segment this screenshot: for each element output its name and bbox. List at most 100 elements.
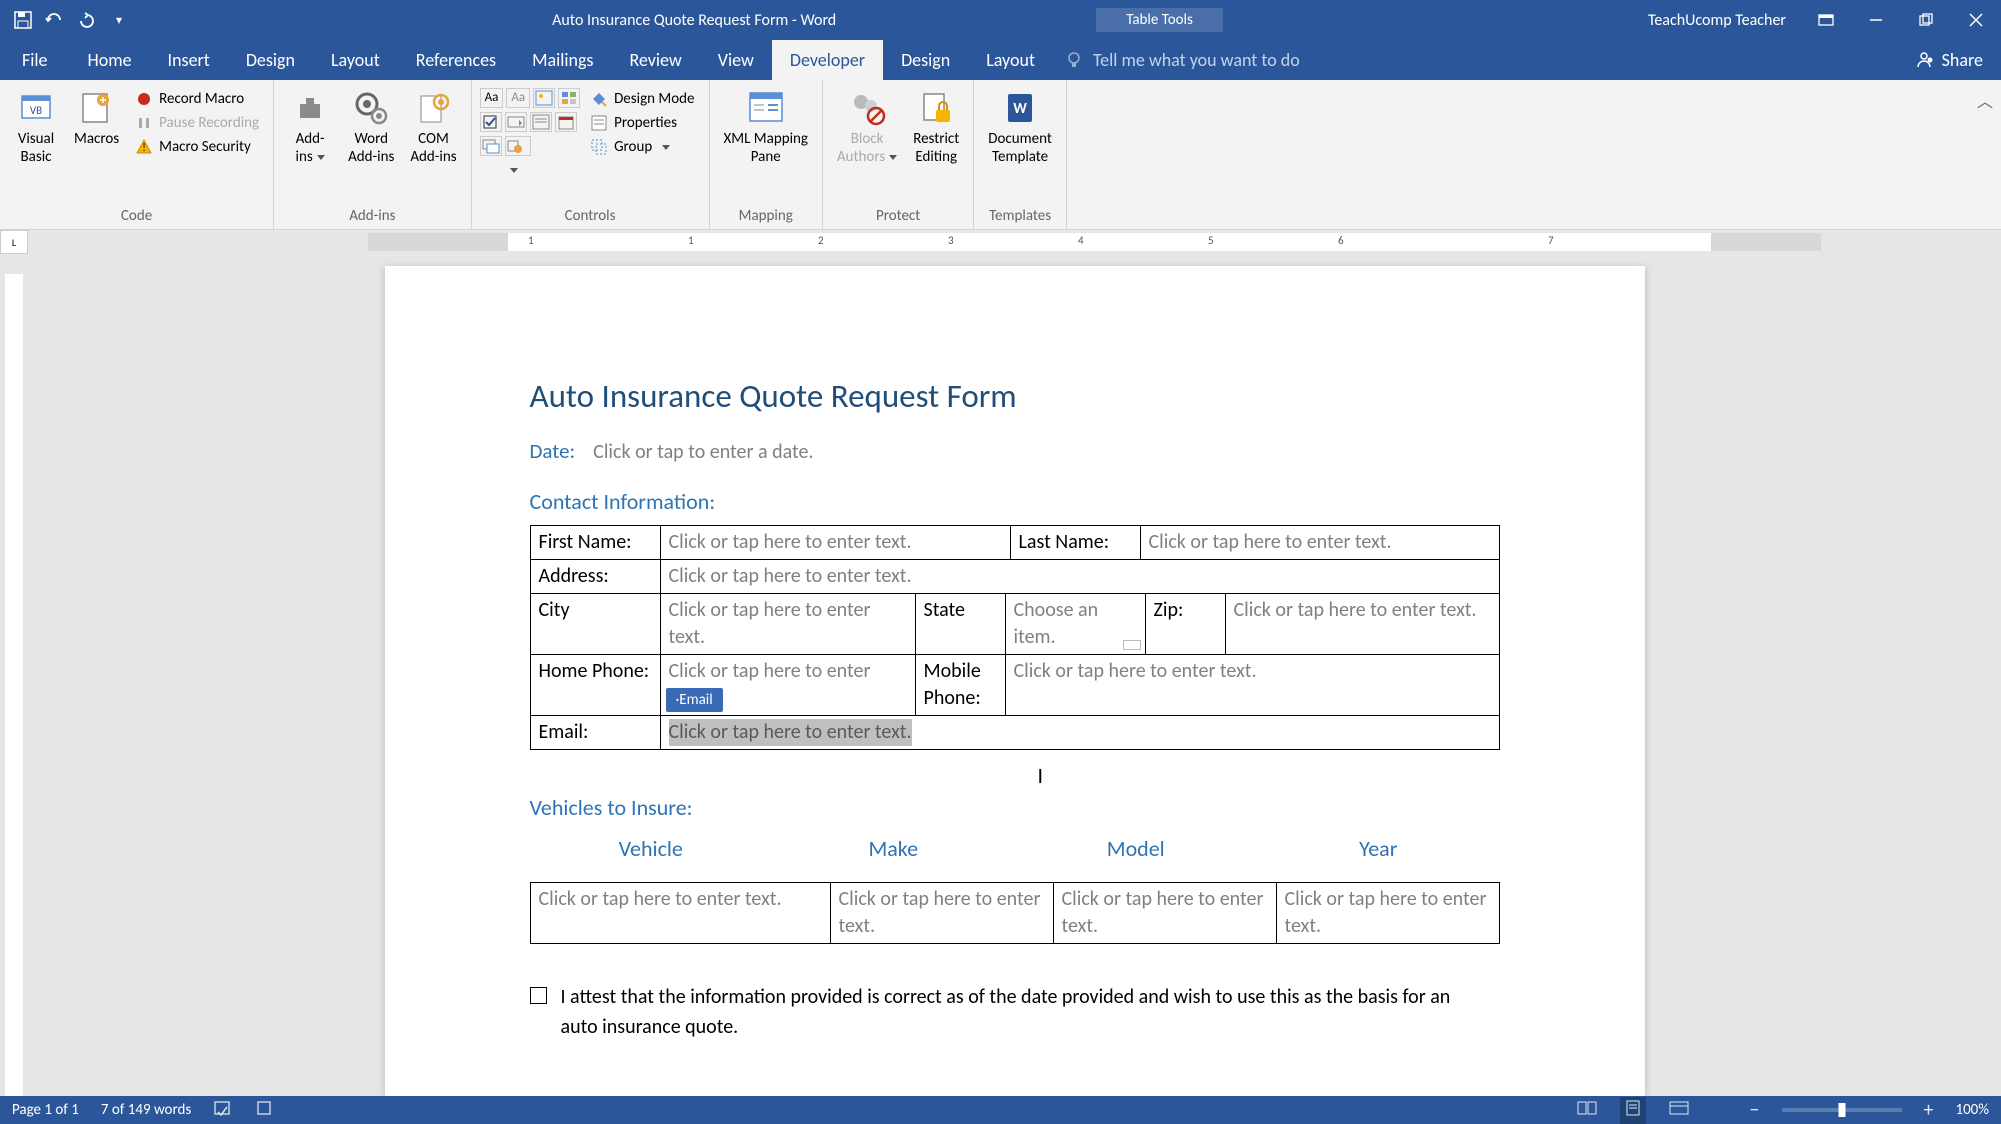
checkbox-control-icon[interactable] bbox=[480, 112, 502, 132]
tab-layout[interactable]: Layout bbox=[313, 40, 398, 80]
record-macro-button[interactable]: Record Macro bbox=[129, 88, 265, 110]
addins-icon bbox=[290, 88, 330, 128]
design-mode-button[interactable]: Design Mode bbox=[584, 88, 700, 110]
macro-recording-status-icon[interactable] bbox=[255, 1099, 273, 1122]
status-bar: Page 1 of 1 7 of 149 words − + 100% bbox=[0, 1096, 2001, 1124]
repeating-section-control-icon[interactable] bbox=[480, 136, 502, 156]
mobile-phone-field[interactable]: Click or tap here to enter text. bbox=[1005, 655, 1499, 716]
tell-me-search[interactable]: Tell me what you want to do bbox=[1053, 40, 1896, 80]
tab-insert[interactable]: Insert bbox=[150, 40, 228, 80]
restrict-editing-icon bbox=[916, 88, 956, 128]
picture-control-icon[interactable] bbox=[533, 88, 555, 108]
properties-button[interactable]: Properties bbox=[584, 112, 700, 134]
read-mode-icon[interactable] bbox=[1576, 1099, 1598, 1122]
date-picker-control-icon[interactable] bbox=[555, 112, 577, 132]
vertical-ruler[interactable] bbox=[0, 254, 28, 1096]
make-field[interactable]: Click or tap here to enter text. bbox=[830, 883, 1053, 944]
tab-review[interactable]: Review bbox=[611, 40, 699, 80]
date-placeholder[interactable]: Click or tap to enter a date. bbox=[593, 440, 813, 464]
last-name-label: Last Name: bbox=[1010, 526, 1140, 560]
tab-mailings[interactable]: Mailings bbox=[514, 40, 611, 80]
document-scroll[interactable]: Auto Insurance Quote Request Form Date: … bbox=[28, 254, 2001, 1096]
tab-developer[interactable]: Developer bbox=[772, 40, 883, 80]
horizontal-ruler[interactable]: L 1 1 2 3 4 5 6 7 bbox=[0, 230, 2001, 254]
ribbon-display-icon[interactable] bbox=[1801, 0, 1851, 40]
undo-icon[interactable] bbox=[44, 9, 66, 31]
model-field[interactable]: Click or tap here to enter text. bbox=[1053, 883, 1276, 944]
macros-icon bbox=[77, 88, 117, 128]
zip-field[interactable]: Click or tap here to enter text. bbox=[1225, 594, 1499, 655]
text-cursor: I bbox=[1038, 762, 1044, 789]
address-field[interactable]: Click or tap here to enter text. bbox=[660, 560, 1499, 594]
qat-customize-icon[interactable]: ▾ bbox=[108, 9, 130, 31]
rich-text-control-icon[interactable]: Aa bbox=[480, 88, 504, 108]
pause-icon bbox=[135, 114, 153, 132]
close-icon[interactable] bbox=[1951, 0, 2001, 40]
quick-access-toolbar: ▾ bbox=[0, 9, 142, 31]
tab-file[interactable]: File bbox=[0, 40, 70, 80]
svg-text:!: ! bbox=[142, 141, 146, 154]
com-addins-button[interactable]: COM Add-ins bbox=[404, 84, 462, 170]
ribbon-group-templates: W Document Template Templates bbox=[974, 80, 1067, 229]
attestation-checkbox[interactable] bbox=[530, 987, 547, 1004]
last-name-field[interactable]: Click or tap here to enter text. bbox=[1140, 526, 1499, 560]
minimize-icon[interactable] bbox=[1851, 0, 1901, 40]
save-icon[interactable] bbox=[12, 9, 34, 31]
xml-mapping-button[interactable]: XML Mapping Pane bbox=[718, 84, 814, 170]
visual-basic-button[interactable]: VB Visual Basic bbox=[8, 84, 64, 170]
tab-home[interactable]: Home bbox=[70, 40, 150, 80]
building-block-control-icon[interactable] bbox=[558, 88, 580, 108]
tab-references[interactable]: References bbox=[398, 40, 514, 80]
home-phone-field[interactable]: Click or tap here to enter ·Email bbox=[660, 655, 915, 716]
addins-button[interactable]: Add- ins bbox=[282, 84, 338, 170]
print-layout-icon[interactable] bbox=[1620, 1097, 1646, 1124]
page-count[interactable]: Page 1 of 1 bbox=[12, 1101, 79, 1119]
zoom-out-icon[interactable]: − bbox=[1750, 1098, 1760, 1122]
spelling-icon[interactable] bbox=[213, 1099, 233, 1122]
email-field[interactable]: Click or tap here to enter text. bbox=[660, 716, 1499, 750]
tab-design[interactable]: Design bbox=[228, 40, 313, 80]
word-addins-button[interactable]: Word Add-ins bbox=[342, 84, 400, 170]
document-template-button[interactable]: W Document Template bbox=[982, 84, 1058, 170]
maximize-icon[interactable] bbox=[1901, 0, 1951, 40]
pause-recording-button[interactable]: Pause Recording bbox=[129, 112, 265, 134]
user-name: TeachUcomp Teacher bbox=[1633, 11, 1801, 30]
redo-icon[interactable] bbox=[76, 9, 98, 31]
zoom-level[interactable]: 100% bbox=[1955, 1101, 1989, 1119]
svg-text:W: W bbox=[1013, 100, 1027, 118]
city-field[interactable]: Click or tap here to enter text. bbox=[660, 594, 915, 655]
first-name-field[interactable]: Click or tap here to enter text. bbox=[660, 526, 1010, 560]
email-field-tag: ·Email bbox=[666, 688, 723, 712]
restrict-editing-button[interactable]: Restrict Editing bbox=[907, 84, 965, 170]
plain-text-control-icon[interactable]: Aa bbox=[506, 88, 530, 108]
ruler-corner[interactable]: L bbox=[0, 230, 28, 254]
contact-header: Contact Information: bbox=[530, 488, 1500, 515]
document-area: Auto Insurance Quote Request Form Date: … bbox=[0, 254, 2001, 1096]
ribbon-group-addins: Add- ins Word Add-ins COM Add-ins Add-in… bbox=[274, 80, 471, 229]
dropdown-control-icon[interactable] bbox=[530, 112, 552, 132]
tab-view[interactable]: View bbox=[700, 40, 772, 80]
year-field[interactable]: Click or tap here to enter text. bbox=[1276, 883, 1499, 944]
vehicle-field[interactable]: Click or tap here to enter text. bbox=[530, 883, 830, 944]
macros-button[interactable]: Macros bbox=[68, 84, 125, 152]
macro-security-button[interactable]: ! Macro Security bbox=[129, 136, 265, 158]
tab-table-layout[interactable]: Layout bbox=[968, 40, 1053, 80]
ribbon-label: Macro Security bbox=[159, 138, 251, 156]
block-authors-button[interactable]: Block Authors bbox=[831, 84, 903, 170]
combobox-control-icon[interactable] bbox=[505, 112, 527, 132]
word-count[interactable]: 7 of 149 words bbox=[101, 1101, 191, 1119]
collapse-ribbon-icon[interactable]: ︿ bbox=[1977, 88, 1993, 112]
svg-text:VB: VB bbox=[30, 104, 42, 117]
zoom-slider[interactable] bbox=[1782, 1108, 1902, 1112]
group-button[interactable]: Group bbox=[584, 136, 700, 158]
zoom-in-icon[interactable]: + bbox=[1924, 1098, 1934, 1122]
vehicles-column-headers: Vehicle Make Model Year bbox=[530, 831, 1500, 866]
share-button[interactable]: Share bbox=[1896, 40, 2001, 80]
col-vehicle: Vehicle bbox=[530, 831, 773, 866]
web-layout-icon[interactable] bbox=[1668, 1099, 1690, 1122]
visual-basic-icon: VB bbox=[16, 88, 56, 128]
tab-table-design[interactable]: Design bbox=[883, 40, 968, 80]
legacy-tools-icon[interactable] bbox=[505, 136, 531, 156]
vertical-scrollbar[interactable] bbox=[1981, 254, 2001, 1096]
state-field[interactable]: Choose an item. bbox=[1005, 594, 1145, 655]
